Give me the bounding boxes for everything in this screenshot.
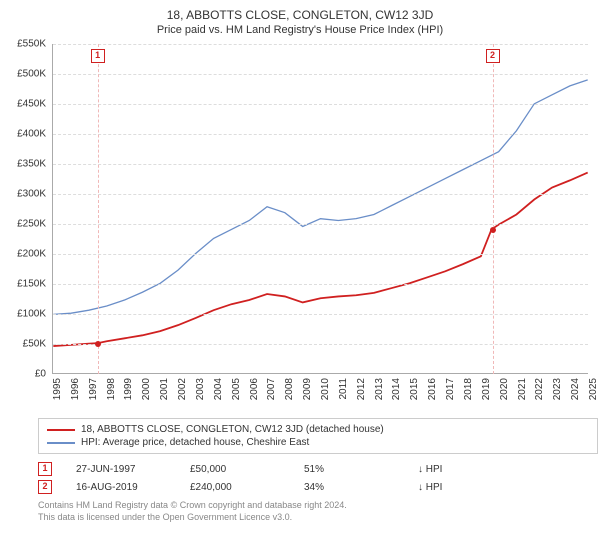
x-tick-label: 1996 [70, 378, 81, 400]
x-tick-label: 2012 [356, 378, 367, 400]
legend-row: HPI: Average price, detached house, Ches… [47, 436, 589, 449]
legend-swatch [47, 429, 75, 431]
chart-area: £0 £50K £100K £150K £200K £250K £300K £350K £400… [10, 44, 590, 414]
y-tick-label: £250K [17, 219, 46, 230]
table-cell-pct: 51% [304, 464, 394, 475]
footer-line1: Contains HM Land Registry data © Crown c… [38, 500, 590, 512]
x-tick-label: 2004 [213, 378, 224, 400]
x-tick-label: 1995 [52, 378, 63, 400]
x-tick-label: 2019 [481, 378, 492, 400]
table-cell-price: £240,000 [190, 482, 280, 493]
y-tick-label: £400K [17, 129, 46, 140]
footer-line2: This data is licensed under the Open Gov… [38, 512, 590, 524]
x-tick-label: 2005 [231, 378, 242, 400]
y-tick-label: £500K [17, 69, 46, 80]
x-tick-label: 2002 [177, 378, 188, 400]
x-tick-label: 2008 [284, 378, 295, 400]
x-tick-label: 2001 [159, 378, 170, 400]
legend-swatch [47, 442, 75, 444]
table-row: 2 16-AUG-2019 £240,000 34% ↓ HPI [38, 478, 590, 496]
y-tick-label: £100K [17, 309, 46, 320]
plot-area: 12 [52, 44, 588, 374]
x-tick-label: 2006 [249, 378, 260, 400]
y-tick-label: £150K [17, 279, 46, 290]
footer-attribution: Contains HM Land Registry data © Crown c… [38, 500, 590, 523]
y-tick-label: £50K [23, 339, 46, 350]
gridline [53, 104, 588, 105]
gridline [53, 164, 588, 165]
x-axis: 1995 1996 1997 1998 1999 2000 2001 2002 2003 2004… [52, 374, 588, 414]
x-tick-label: 2025 [588, 378, 599, 400]
gridline [53, 194, 588, 195]
marker-box: 1 [91, 49, 105, 63]
series-line-price_paid [53, 173, 587, 346]
legend-label: 18, ABBOTTS CLOSE, CONGLETON, CW12 3JD (… [81, 424, 384, 435]
x-tick-label: 2013 [374, 378, 385, 400]
gridline [53, 74, 588, 75]
marker-dot [490, 227, 496, 233]
x-tick-label: 2023 [552, 378, 563, 400]
x-tick-label: 2016 [427, 378, 438, 400]
y-tick-label: £450K [17, 99, 46, 110]
table-cell-pct: 34% [304, 482, 394, 493]
marker-vline [493, 44, 494, 374]
gridline [53, 44, 588, 45]
y-tick-label: £200K [17, 249, 46, 260]
x-tick-label: 2011 [338, 378, 349, 400]
x-tick-label: 1998 [106, 378, 117, 400]
table-row: 1 27-JUN-1997 £50,000 51% ↓ HPI [38, 460, 590, 478]
x-tick-label: 2007 [266, 378, 277, 400]
y-axis: £0£50K£100K£150K£200K£250K£300K£350K£400… [10, 44, 50, 374]
chart-title: 18, ABBOTTS CLOSE, CONGLETON, CW12 3JD [10, 8, 590, 22]
legend: 18, ABBOTTS CLOSE, CONGLETON, CW12 3JD (… [38, 418, 598, 454]
marker-vline [98, 44, 99, 374]
marker-table: 1 27-JUN-1997 £50,000 51% ↓ HPI 2 16-AUG-2019 £… [38, 460, 590, 496]
marker-box: 2 [486, 49, 500, 63]
y-tick-label: £0 [35, 369, 46, 380]
table-cell-date: 16-AUG-2019 [76, 482, 166, 493]
gridline [53, 314, 588, 315]
x-tick-label: 2017 [445, 378, 456, 400]
gridline [53, 254, 588, 255]
marker-dot [95, 341, 101, 347]
gridline [53, 134, 588, 135]
x-tick-label: 2015 [409, 378, 420, 400]
gridline [53, 224, 588, 225]
table-cell-note: ↓ HPI [418, 482, 508, 493]
x-tick-label: 2009 [302, 378, 313, 400]
table-cell-note: ↓ HPI [418, 464, 508, 475]
y-tick-label: £550K [17, 39, 46, 50]
table-cell-price: £50,000 [190, 464, 280, 475]
x-tick-label: 2020 [499, 378, 510, 400]
x-tick-label: 2014 [391, 378, 402, 400]
x-tick-label: 1997 [88, 378, 99, 400]
x-tick-label: 2010 [320, 378, 331, 400]
table-marker: 2 [38, 480, 52, 494]
x-tick-label: 2003 [195, 378, 206, 400]
series-line-hpi [53, 80, 587, 314]
x-tick-label: 1999 [123, 378, 134, 400]
table-marker: 1 [38, 462, 52, 476]
chart-lines [53, 44, 588, 373]
y-tick-label: £300K [17, 189, 46, 200]
gridline [53, 284, 588, 285]
x-tick-label: 2022 [534, 378, 545, 400]
gridline [53, 344, 588, 345]
legend-row: 18, ABBOTTS CLOSE, CONGLETON, CW12 3JD (… [47, 423, 589, 436]
legend-label: HPI: Average price, detached house, Ches… [81, 437, 309, 448]
table-cell-date: 27-JUN-1997 [76, 464, 166, 475]
x-tick-label: 2000 [141, 378, 152, 400]
chart-subtitle: Price paid vs. HM Land Registry's House … [10, 24, 590, 36]
x-tick-label: 2021 [517, 378, 528, 400]
x-tick-label: 2018 [463, 378, 474, 400]
x-tick-label: 2024 [570, 378, 581, 400]
y-tick-label: £350K [17, 159, 46, 170]
